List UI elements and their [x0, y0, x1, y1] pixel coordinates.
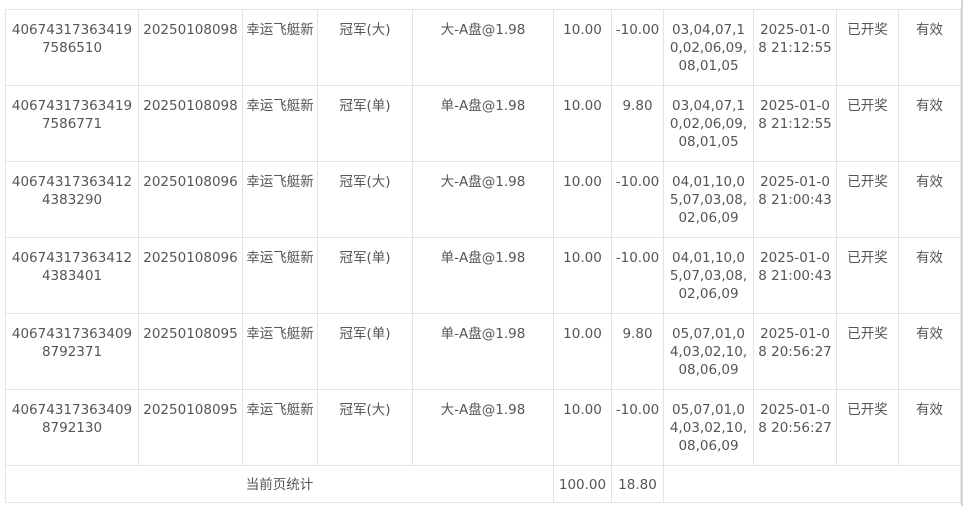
cell-numbers: 05,07,01,04,03,02,10,08,06,09 [663, 313, 754, 390]
cell-play: 冠军(单) [317, 85, 413, 162]
cell-issue: 20250108096 [138, 161, 243, 238]
cell-valid: 有效 [898, 161, 961, 238]
cell-order: 406743173634098792371 [5, 313, 139, 390]
cell-result: -10.00 [611, 389, 664, 466]
cell-numbers: 03,04,07,10,02,06,09,08,01,05 [663, 85, 754, 162]
cell-bet: 大-A盘@1.98 [412, 161, 554, 238]
cell-numbers: 05,07,01,04,03,02,10,08,06,09 [663, 389, 754, 466]
cell-time: 2025-01-08 21:00:43 [753, 237, 837, 314]
cell-issue: 20250108096 [138, 237, 243, 314]
cell-time: 2025-01-08 21:00:43 [753, 161, 837, 238]
cell-numbers: 03,04,07,10,02,06,09,08,01,05 [663, 9, 754, 86]
bet-records-table: 406743173634197586510 20250108098 幸运飞艇新 冠军(… [5, 9, 961, 503]
cell-order: 406743173634098792130 [5, 389, 139, 466]
cell-play: 冠军(单) [317, 313, 413, 390]
cell-game: 幸运飞艇新 [242, 85, 318, 162]
cell-numbers: 04,01,10,05,07,03,08,02,06,09 [663, 161, 754, 238]
cell-game: 幸运飞艇新 [242, 9, 318, 86]
cell-status: 已开奖 [836, 389, 899, 466]
cell-issue: 20250108095 [138, 313, 243, 390]
cell-status: 已开奖 [836, 9, 899, 86]
cell-amount: 10.00 [553, 161, 612, 238]
cell-valid: 有效 [898, 313, 961, 390]
cell-order: 406743173634124383290 [5, 161, 139, 238]
cell-valid: 有效 [898, 389, 961, 466]
summary-row: 当前页统计 100.00 18.80 [5, 465, 961, 503]
summary-amount: 100.00 [553, 465, 612, 503]
cell-game: 幸运飞艇新 [242, 161, 318, 238]
cell-issue: 20250108098 [138, 85, 243, 162]
cell-play: 冠军(大) [317, 389, 413, 466]
cell-time: 2025-01-08 20:56:27 [753, 389, 837, 466]
cell-order: 406743173634197586510 [5, 9, 139, 86]
cell-time: 2025-01-08 21:12:55 [753, 85, 837, 162]
cell-issue: 20250108098 [138, 9, 243, 86]
cell-play: 冠军(大) [317, 161, 413, 238]
cell-valid: 有效 [898, 9, 961, 86]
table-row: 406743173634124383290 20250108096 幸运飞艇新 冠军(… [5, 161, 961, 238]
cell-amount: 10.00 [553, 313, 612, 390]
cell-game: 幸运飞艇新 [242, 237, 318, 314]
cell-status: 已开奖 [836, 85, 899, 162]
cell-status: 已开奖 [836, 161, 899, 238]
table-row: 406743173634124383401 20250108096 幸运飞艇新 冠军(… [5, 237, 961, 314]
cell-bet: 单-A盘@1.98 [412, 85, 554, 162]
cell-valid: 有效 [898, 237, 961, 314]
cell-bet: 单-A盘@1.98 [412, 313, 554, 390]
cell-game: 幸运飞艇新 [242, 313, 318, 390]
cell-numbers: 04,01,10,05,07,03,08,02,06,09 [663, 237, 754, 314]
table-row: 406743173634098792371 20250108095 幸运飞艇新 冠军(… [5, 313, 961, 390]
cell-amount: 10.00 [553, 237, 612, 314]
cell-play: 冠军(大) [317, 9, 413, 86]
table-row: 406743173634197586510 20250108098 幸运飞艇新 冠军(… [5, 9, 961, 86]
cell-amount: 10.00 [553, 85, 612, 162]
table-row: 406743173634098792130 20250108095 幸运飞艇新 冠军(… [5, 389, 961, 466]
scrollbar[interactable] [961, 0, 963, 506]
cell-time: 2025-01-08 20:56:27 [753, 313, 837, 390]
cell-order: 406743173634124383401 [5, 237, 139, 314]
cell-amount: 10.00 [553, 389, 612, 466]
cell-play: 冠军(单) [317, 237, 413, 314]
summary-empty [663, 465, 961, 503]
cell-bet: 单-A盘@1.98 [412, 237, 554, 314]
cell-result: -10.00 [611, 237, 664, 314]
cell-amount: 10.00 [553, 9, 612, 86]
cell-valid: 有效 [898, 85, 961, 162]
cell-time: 2025-01-08 21:12:55 [753, 9, 837, 86]
summary-result: 18.80 [611, 465, 664, 503]
cell-bet: 大-A盘@1.98 [412, 389, 554, 466]
cell-status: 已开奖 [836, 237, 899, 314]
cell-order: 406743173634197586771 [5, 85, 139, 162]
table-row: 406743173634197586771 20250108098 幸运飞艇新 冠军(… [5, 85, 961, 162]
cell-result: 9.80 [611, 313, 664, 390]
cell-bet: 大-A盘@1.98 [412, 9, 554, 86]
cell-game: 幸运飞艇新 [242, 389, 318, 466]
cell-result: -10.00 [611, 9, 664, 86]
cell-result: 9.80 [611, 85, 664, 162]
cell-result: -10.00 [611, 161, 664, 238]
cell-status: 已开奖 [836, 313, 899, 390]
cell-issue: 20250108095 [138, 389, 243, 466]
summary-label: 当前页统计 [5, 465, 554, 503]
